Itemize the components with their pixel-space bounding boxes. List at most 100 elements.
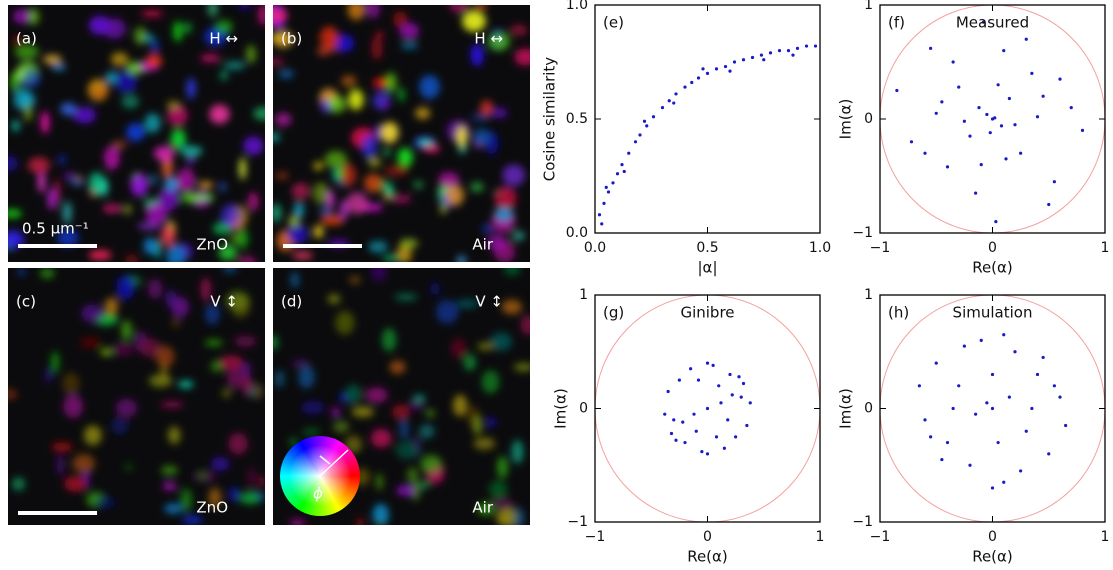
- scatter-point: [711, 363, 715, 367]
- speckle: [234, 335, 257, 347]
- polarization-label: V ↕: [210, 293, 238, 311]
- plot-title: Simulation: [953, 304, 1033, 322]
- scatter-point: [945, 165, 950, 169]
- speckle: [11, 477, 26, 491]
- speckle: [420, 482, 429, 489]
- scatter-point: [622, 169, 626, 174]
- scatter-point: [1030, 71, 1034, 75]
- speckle: [130, 173, 148, 197]
- speckle: [492, 107, 508, 118]
- x-tick-label: 0: [703, 529, 712, 545]
- speckle: [417, 139, 434, 146]
- speckle: [145, 202, 168, 225]
- speckle: [166, 100, 181, 110]
- speckle: [501, 299, 523, 315]
- speckle: [473, 437, 496, 450]
- scatter-point: [677, 378, 681, 382]
- y-tick-label: 1: [579, 287, 588, 303]
- scatter-point: [968, 463, 972, 467]
- speckle: [390, 194, 412, 204]
- speckle: [346, 192, 368, 215]
- panel-label: (b): [281, 30, 302, 48]
- speckle: [207, 5, 218, 17]
- speckle: [413, 181, 424, 189]
- speckle: [115, 70, 137, 93]
- speckle: [239, 157, 246, 180]
- scatter-point: [979, 338, 983, 342]
- speckle: [186, 156, 196, 164]
- scatter-point: [667, 99, 671, 103]
- speckle: [72, 454, 95, 474]
- scatter-point: [600, 222, 604, 226]
- scatter-point: [962, 344, 966, 348]
- scatter-point: [795, 46, 800, 50]
- speckle: [204, 339, 223, 347]
- speckle: [137, 222, 161, 230]
- speckle: [186, 77, 196, 99]
- speckle: [326, 190, 334, 209]
- speckle: [348, 89, 364, 110]
- speckle: [144, 113, 161, 133]
- speckle: [341, 75, 357, 87]
- speckle: [278, 69, 295, 79]
- speckle: [494, 207, 514, 222]
- plot-area: [595, 295, 820, 522]
- speckle: [411, 479, 421, 501]
- y-tick-label: 0.5: [566, 111, 588, 127]
- speckle: [365, 387, 388, 403]
- speckle: [211, 457, 230, 471]
- y-tick-label: 1: [864, 0, 873, 13]
- scatter-point: [734, 435, 738, 439]
- y-tick-label: −1: [852, 514, 873, 530]
- speckle: [51, 442, 73, 452]
- speckle: [52, 63, 66, 71]
- scatter-point: [940, 100, 944, 104]
- speckle: [162, 155, 173, 178]
- scatter-point: [714, 67, 719, 71]
- scatter-point: [804, 44, 809, 48]
- scatter-point: [645, 124, 649, 128]
- panel-label: (d): [281, 293, 302, 311]
- scatter-point: [683, 440, 687, 445]
- y-tick-label: 0: [864, 401, 873, 417]
- scatter-point: [700, 450, 704, 454]
- scale-bar: [18, 511, 97, 515]
- speckle: [44, 368, 53, 384]
- y-axis-label: Im(α): [837, 388, 855, 429]
- speckle: [413, 394, 426, 403]
- scatter-point: [1013, 123, 1017, 127]
- speckle: [319, 207, 333, 214]
- speckle: [349, 275, 361, 284]
- speckle: [27, 157, 51, 174]
- speckle: [100, 348, 113, 356]
- scatter-point: [981, 20, 986, 24]
- speckle: [218, 244, 237, 261]
- speckle: [435, 299, 459, 324]
- speckle: [372, 503, 389, 525]
- speckle: [290, 271, 300, 289]
- speckle: [160, 401, 184, 408]
- scatter-point: [934, 111, 938, 115]
- speckle: [43, 54, 62, 65]
- speckle: [386, 183, 393, 198]
- scatter-point: [934, 361, 938, 365]
- speckle: [399, 22, 420, 39]
- scatter-point: [604, 185, 608, 189]
- speckle: [419, 424, 435, 439]
- speckle: [292, 359, 310, 368]
- scale-bar-label: 0.5 μm⁻¹: [22, 220, 89, 238]
- scatter-point: [651, 115, 656, 119]
- scatter-point: [638, 133, 642, 137]
- scatter-point: [768, 51, 773, 55]
- speckle: [246, 45, 256, 64]
- axes-frame: [594, 4, 821, 234]
- speckle: [456, 254, 467, 262]
- speckle: [148, 174, 159, 185]
- speckle: [398, 87, 405, 102]
- speckle: [470, 113, 491, 122]
- speckle: [376, 519, 384, 525]
- scatter-point: [611, 181, 615, 185]
- speckle: [382, 147, 392, 156]
- scatter-point: [615, 172, 620, 176]
- speckle: [488, 31, 510, 51]
